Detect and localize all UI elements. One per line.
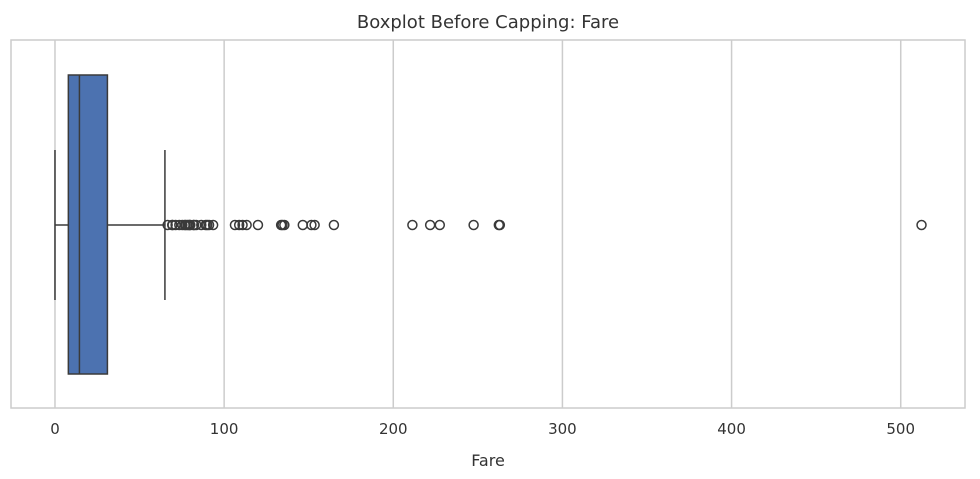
x-axis-label: Fare — [471, 451, 505, 470]
x-tick-label: 0 — [50, 420, 60, 438]
outlier-point — [468, 219, 479, 231]
outlier-point — [207, 219, 219, 231]
box-layer — [54, 74, 166, 375]
x-tick-label: 400 — [717, 420, 746, 438]
outlier-point — [237, 219, 248, 231]
outlier-point — [229, 219, 241, 231]
outlier-point — [167, 219, 178, 231]
chart-title: Boxplot Before Capping: Fare — [357, 12, 619, 33]
outlier-point — [203, 219, 215, 231]
outlier-point — [162, 219, 173, 231]
outlier-point — [279, 219, 290, 231]
outlier-point — [407, 219, 418, 231]
outlier-point — [185, 219, 196, 231]
outlier-point — [233, 219, 245, 231]
outlier-point — [196, 219, 207, 231]
x-tick-label: 200 — [379, 420, 408, 438]
outlier-point — [241, 219, 252, 231]
x-tick-label: 300 — [548, 420, 577, 438]
outlier-point — [252, 219, 264, 231]
x-tick-label: 100 — [210, 420, 239, 438]
outlier-point — [328, 219, 340, 231]
iqr-box — [67, 74, 109, 375]
grid-layer — [54, 40, 902, 408]
outlier-layer — [162, 219, 927, 231]
outlier-point — [297, 219, 309, 231]
x-tick-label: 500 — [886, 420, 915, 438]
outlier-point — [306, 219, 317, 231]
outlier-point — [916, 219, 927, 231]
outlier-point — [494, 219, 506, 231]
tick-label-layer: 0 100 200 300 400 500 — [50, 420, 915, 438]
outlier-point — [309, 219, 320, 231]
outlier-point — [434, 219, 446, 231]
plot-frame — [10, 39, 966, 409]
outlier-point — [424, 219, 436, 231]
